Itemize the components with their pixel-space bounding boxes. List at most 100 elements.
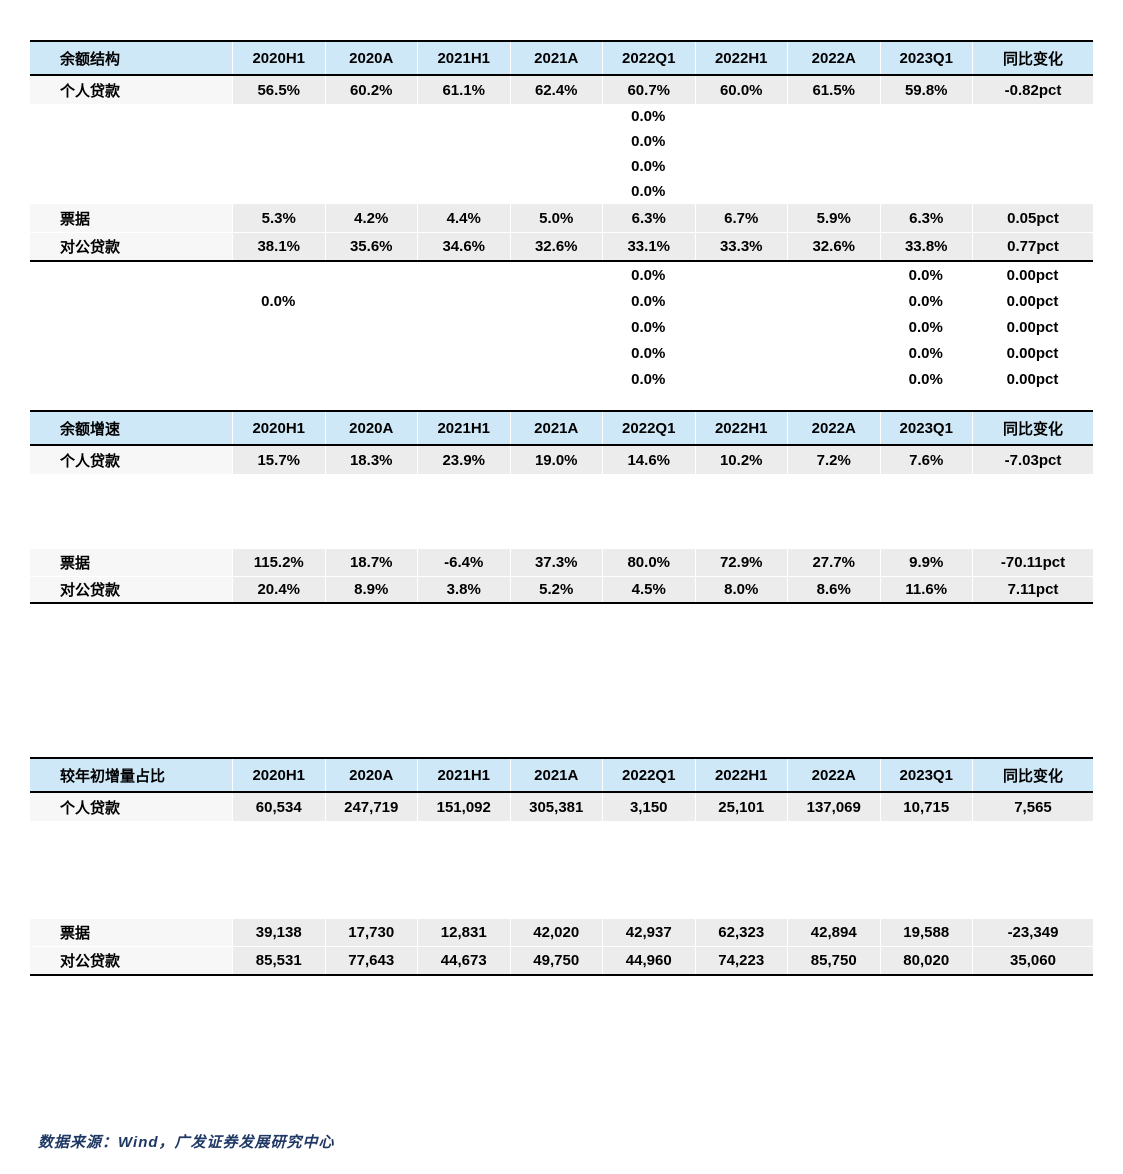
cell: 8.0% [694, 576, 787, 602]
row-label [30, 179, 232, 204]
cell [695, 262, 788, 288]
column-header: 2021H1 [417, 412, 510, 444]
cell: 60.2% [324, 76, 417, 104]
cell [695, 340, 788, 366]
cell: 4.4% [417, 204, 510, 232]
column-header: 2022A [787, 42, 880, 74]
cell: 0.00pct [1006, 370, 1059, 388]
cell: 6.7% [694, 204, 787, 232]
cell: 7.11pct [972, 576, 1093, 602]
table-row: 0.0% [30, 104, 1093, 129]
column-header: 同比变化 [972, 42, 1093, 74]
cell: 11.6% [879, 576, 972, 602]
cell: 0.0% [631, 292, 666, 310]
cell: 5.0% [509, 204, 602, 232]
cell: 0.0% [908, 344, 943, 362]
cell: 5.9% [787, 204, 880, 232]
cell: 0.0% [631, 158, 666, 175]
table-balance-structure: 余额结构 2020H1 2020A 2021H1 2021A 2022Q1 2022H1 20… [30, 40, 1093, 392]
cell [787, 179, 880, 204]
cell: 59.8% [879, 76, 972, 104]
cell: 19.0% [509, 446, 602, 474]
cell [972, 154, 1093, 179]
cell [972, 104, 1093, 129]
floating-row: 0.0% 0.0% 0.00pct [30, 314, 1093, 340]
table-row: 对公贷款 20.4% 8.9% 3.8% 5.2% 4.5% 8.0% 8.6% 11.6% 7.… [30, 576, 1093, 602]
cell [695, 366, 788, 392]
cell: 4.5% [602, 576, 695, 602]
cell [880, 821, 973, 919]
cell [787, 129, 880, 154]
row-label [30, 129, 232, 154]
row-label: 个人贷款 [30, 76, 232, 104]
cell: 305,381 [509, 793, 602, 821]
cell: 39,138 [232, 919, 325, 946]
cell [880, 474, 973, 549]
column-header: 2022H1 [694, 759, 788, 791]
cell [325, 129, 418, 154]
cell: 8.6% [787, 576, 880, 602]
cell [232, 129, 325, 154]
cell: 18.7% [324, 549, 417, 576]
cell [972, 474, 1093, 549]
cell: 20.4% [232, 576, 325, 602]
table-header-row: 余额增速 2020H1 2020A 2021H1 2021A 2022Q1 2022H1 20… [30, 412, 1093, 446]
column-header: 2021A [509, 412, 603, 444]
cell: -70.11pct [972, 549, 1093, 576]
cell [972, 179, 1093, 204]
table-row: 票据 5.3% 4.2% 4.4% 5.0% 6.3% 6.7% 5.9% 6.3% 0.05pc… [30, 204, 1093, 232]
table-row: 0.0% [30, 129, 1093, 154]
row-label [30, 262, 232, 288]
cell [232, 104, 325, 129]
cell [232, 179, 325, 204]
floating-values-block: 0.0% 0.0% 0.00pct 0.0% 0.0% 0.0% 0.00pct 0.0% 0.… [30, 262, 1093, 392]
column-header: 2021H1 [417, 759, 510, 791]
column-header: 2020A [324, 759, 418, 791]
row-label [30, 821, 232, 919]
cell [232, 821, 325, 919]
cell: 32.6% [509, 232, 602, 260]
table-body: 个人贷款 60,534 247,719 151,092 305,381 3,150 25,1… [30, 793, 1093, 976]
cell: -7.03pct [972, 446, 1093, 474]
cell: 3.8% [417, 576, 510, 602]
table-row: 对公贷款 85,531 77,643 44,673 49,750 44,960 74,223… [30, 946, 1093, 974]
data-source-note: 数据来源：Wind，广发证券发展研究中心 [38, 1134, 335, 1151]
cell: 4.2% [324, 204, 417, 232]
column-header: 2022A [787, 759, 880, 791]
cell [232, 262, 325, 288]
table-ytd-increment-share: 较年初增量占比 2020H1 2020A 2021H1 2021A 2022Q1 2022H… [30, 757, 1093, 976]
cell [880, 104, 973, 129]
table-row: 票据 115.2% 18.7% -6.4% 37.3% 80.0% 72.9% 27.7% 9.… [30, 549, 1093, 576]
cell [510, 104, 603, 129]
row-label [30, 154, 232, 179]
column-header: 2023Q1 [879, 412, 973, 444]
cell: 115.2% [232, 549, 325, 576]
cell: 35.6% [324, 232, 417, 260]
row-label: 票据 [30, 919, 232, 946]
cell: 77,643 [324, 946, 417, 974]
cell: 42,020 [509, 919, 602, 946]
cell: -0.82pct [972, 76, 1093, 104]
cell [417, 821, 510, 919]
cell: 0.0% [631, 183, 666, 200]
cell [417, 129, 510, 154]
cell: 0.05pct [972, 204, 1093, 232]
cell: 33.3% [694, 232, 787, 260]
floating-row: 0.0% 0.0% 0.00pct [30, 262, 1093, 288]
cell [510, 129, 603, 154]
cell: 10.2% [694, 446, 787, 474]
row-label: 票据 [30, 549, 232, 576]
cell: 0.0% [631, 266, 666, 284]
column-header: 2022Q1 [602, 759, 695, 791]
row-label: 对公贷款 [30, 946, 232, 974]
row-label [30, 314, 232, 340]
column-header: 2023Q1 [879, 759, 973, 791]
cell: 137,069 [787, 793, 880, 821]
cell [510, 179, 603, 204]
cell: 80,020 [879, 946, 972, 974]
table-row [30, 821, 1093, 919]
table-title-cell: 余额增速 [60, 420, 121, 438]
cell: 0.0% [631, 344, 666, 362]
row-label: 票据 [30, 204, 232, 232]
cell [417, 179, 510, 204]
